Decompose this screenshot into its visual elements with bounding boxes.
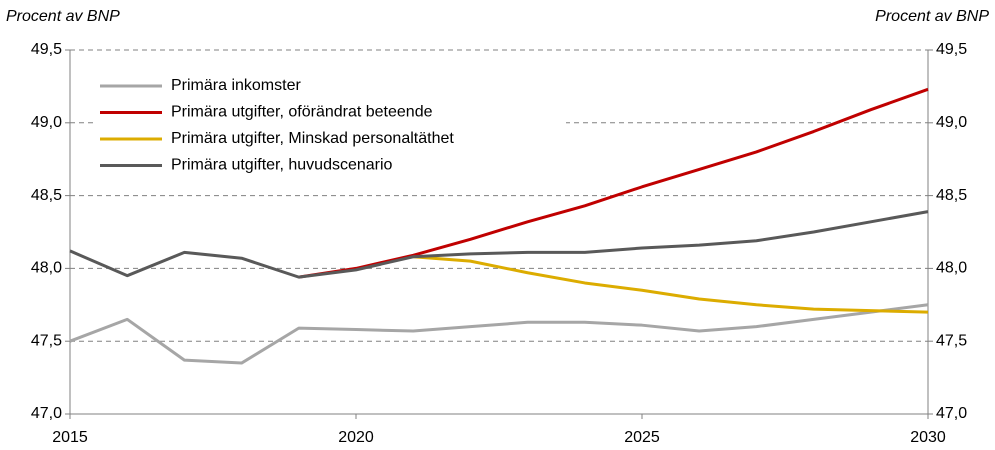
y-tick-label: 47,0 bbox=[31, 405, 62, 422]
y-axis-label: Procent av BNP bbox=[6, 8, 120, 25]
y-tick-label: 48,0 bbox=[31, 260, 62, 277]
y2-tick-label: 49,5 bbox=[936, 41, 967, 58]
x-tick-label: 2025 bbox=[624, 429, 660, 446]
y2-tick-label: 48,5 bbox=[936, 187, 967, 204]
series-line bbox=[69, 303, 929, 365]
legend-background bbox=[96, 72, 566, 184]
y2-tick-label: 47,0 bbox=[936, 405, 967, 422]
legend-label: Primära utgifter, huvudscenario bbox=[171, 157, 393, 174]
legend-label: Primära utgifter, Minskad personaltäthet bbox=[171, 130, 454, 147]
y-tick-label: 48,5 bbox=[31, 187, 62, 204]
series-line bbox=[69, 210, 929, 279]
y-tick-label: 47,5 bbox=[31, 332, 62, 349]
x-tick-label: 2030 bbox=[910, 429, 946, 446]
y2-axis-label: Procent av BNP bbox=[875, 8, 989, 25]
x-tick-label: 2020 bbox=[338, 429, 374, 446]
legend-label: Primära utgifter, oförändrat beteende bbox=[171, 104, 433, 121]
y-tick-label: 49,0 bbox=[31, 114, 62, 131]
y2-tick-label: 49,0 bbox=[936, 114, 967, 131]
x-tick-label: 2015 bbox=[52, 429, 88, 446]
y2-tick-label: 47,5 bbox=[936, 332, 967, 349]
y-tick-label: 49,5 bbox=[31, 41, 62, 58]
series-line bbox=[413, 255, 929, 314]
legend-label: Primära inkomster bbox=[171, 77, 301, 94]
y2-tick-label: 48,0 bbox=[936, 260, 967, 277]
